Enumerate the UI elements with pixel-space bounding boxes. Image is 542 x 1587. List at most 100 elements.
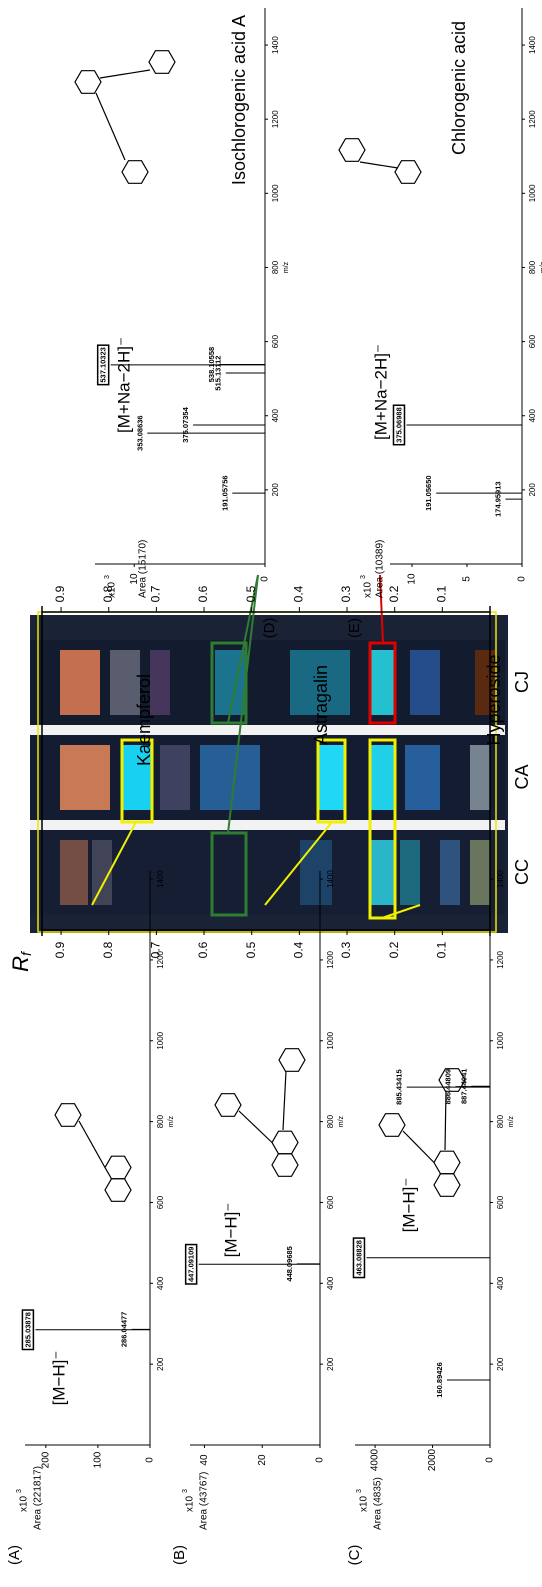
structure-bond bbox=[238, 1110, 273, 1143]
peak-label: 886.44809 bbox=[444, 1069, 453, 1104]
panel-label: (E) bbox=[346, 618, 363, 638]
rf-tick-label: 0.8 bbox=[101, 941, 115, 958]
structure-ring bbox=[214, 1093, 242, 1117]
panel-label: (D) bbox=[261, 618, 278, 639]
rf-tick-label: 0.8 bbox=[101, 585, 115, 602]
rf-tick-label: 0.5 bbox=[244, 585, 258, 602]
y-unit: x10 bbox=[107, 581, 118, 598]
band bbox=[370, 745, 395, 810]
compound-name: Astragalin bbox=[311, 665, 331, 745]
x-tick-label: 400 bbox=[271, 409, 280, 423]
x-tick-label: 200 bbox=[496, 1357, 505, 1371]
peak-label-box bbox=[392, 404, 406, 446]
band bbox=[370, 840, 395, 905]
rf-tick-label: 0.2 bbox=[387, 585, 401, 602]
band bbox=[60, 745, 110, 810]
x-tick-label: 1000 bbox=[271, 184, 280, 202]
peak-label: 515.13112 bbox=[214, 356, 223, 391]
peak-label-box bbox=[352, 1237, 366, 1279]
rf-tick-label: 0.2 bbox=[387, 941, 401, 958]
structure-bond bbox=[359, 161, 399, 169]
y-tick-label: 5 bbox=[462, 576, 473, 582]
rf-tick-label: 0.7 bbox=[149, 585, 163, 602]
peak-label: 160.89426 bbox=[435, 1362, 444, 1397]
rf-letter: R bbox=[8, 956, 33, 972]
structure-ring bbox=[121, 160, 149, 184]
connector bbox=[91, 821, 137, 906]
peak-label: 885.43415 bbox=[395, 1069, 404, 1104]
band bbox=[92, 840, 112, 905]
area-label: Area (43767) bbox=[199, 1472, 210, 1530]
x-axis-label: m/z bbox=[508, 1115, 515, 1127]
x-tick-label: 1200 bbox=[528, 110, 537, 128]
rf-subscript: f bbox=[18, 950, 34, 956]
peak-label-box bbox=[21, 1309, 35, 1351]
x-tick-label: 800 bbox=[326, 1114, 335, 1128]
x-axis-label: m/z bbox=[168, 1115, 175, 1127]
y-unit-exponent: 3 bbox=[356, 1489, 363, 1493]
x-tick-label: 200 bbox=[156, 1357, 165, 1371]
peak-label: 191.05650 bbox=[424, 475, 433, 510]
peak-label: 463.08828 bbox=[354, 1240, 363, 1275]
rf-tick-label: 0.5 bbox=[244, 941, 258, 958]
band bbox=[122, 745, 152, 810]
rf-tick-label: 0.1 bbox=[435, 585, 449, 602]
x-axis-label: m/z bbox=[283, 261, 290, 273]
band bbox=[300, 840, 332, 905]
x-tick-label: 400 bbox=[326, 1276, 335, 1290]
area-label: Area (15170) bbox=[138, 540, 149, 598]
x-tick-label: 1000 bbox=[326, 1031, 335, 1049]
ion-label: [M−H]⁻ bbox=[221, 1203, 240, 1258]
x-axis-label: m/z bbox=[540, 261, 542, 273]
y-tick-label: 100 bbox=[93, 1451, 104, 1468]
ion-label: [M+Na−2H]⁻ bbox=[371, 344, 390, 440]
x-tick-label: 200 bbox=[326, 1357, 335, 1371]
band bbox=[200, 745, 260, 810]
panel-label: (A) bbox=[6, 1545, 23, 1565]
y-unit: x10 bbox=[359, 1495, 370, 1512]
x-tick-label: 1000 bbox=[496, 1031, 505, 1049]
band bbox=[150, 650, 170, 715]
x-tick-label: 600 bbox=[496, 1195, 505, 1209]
panel-label: (B) bbox=[171, 1545, 188, 1565]
y-tick-label: 40 bbox=[199, 1454, 210, 1466]
y-unit: x10 bbox=[185, 1495, 196, 1512]
band bbox=[160, 745, 190, 810]
band bbox=[470, 745, 490, 810]
structure-ring bbox=[104, 1178, 132, 1202]
y-tick-label: 0 bbox=[145, 1457, 156, 1463]
peak-label: 375.06988 bbox=[394, 407, 403, 442]
structure-ring bbox=[104, 1155, 132, 1180]
lane-gap bbox=[30, 725, 505, 735]
structure-ring bbox=[433, 1150, 461, 1175]
tlc-plate bbox=[30, 611, 508, 933]
y-unit-exponent: 3 bbox=[104, 575, 111, 579]
band bbox=[400, 840, 420, 905]
rf-label: Rf bbox=[8, 950, 34, 972]
x-tick-label: 1400 bbox=[271, 36, 280, 54]
structure-ring bbox=[148, 50, 176, 74]
x-tick-label: 800 bbox=[156, 1114, 165, 1128]
highlight-box bbox=[120, 738, 154, 824]
x-tick-label: 800 bbox=[496, 1114, 505, 1128]
x-tick-label: 600 bbox=[326, 1195, 335, 1209]
peak-label: 448.09685 bbox=[285, 1246, 294, 1281]
band bbox=[470, 840, 490, 905]
rf-tick-label: 0.1 bbox=[435, 941, 449, 958]
rf-tick-label: 0.4 bbox=[292, 585, 306, 602]
peak-label: 375.07354 bbox=[181, 406, 190, 442]
x-tick-label: 1200 bbox=[496, 950, 505, 968]
x-tick-label: 1200 bbox=[271, 110, 280, 128]
y-tick-label: 200 bbox=[40, 1451, 51, 1468]
structure-ring bbox=[378, 1113, 406, 1137]
connector bbox=[379, 574, 384, 644]
structure-bond bbox=[95, 92, 126, 161]
lane-label: CC bbox=[512, 859, 532, 885]
ion-label: [M+Na−2H]⁻ bbox=[114, 337, 133, 433]
peak-label: 353.08636 bbox=[135, 415, 144, 450]
x-tick-label: 400 bbox=[528, 409, 537, 423]
structure-bond bbox=[78, 1120, 106, 1168]
band bbox=[440, 840, 460, 905]
area-label: Area (221817) bbox=[33, 1466, 44, 1530]
